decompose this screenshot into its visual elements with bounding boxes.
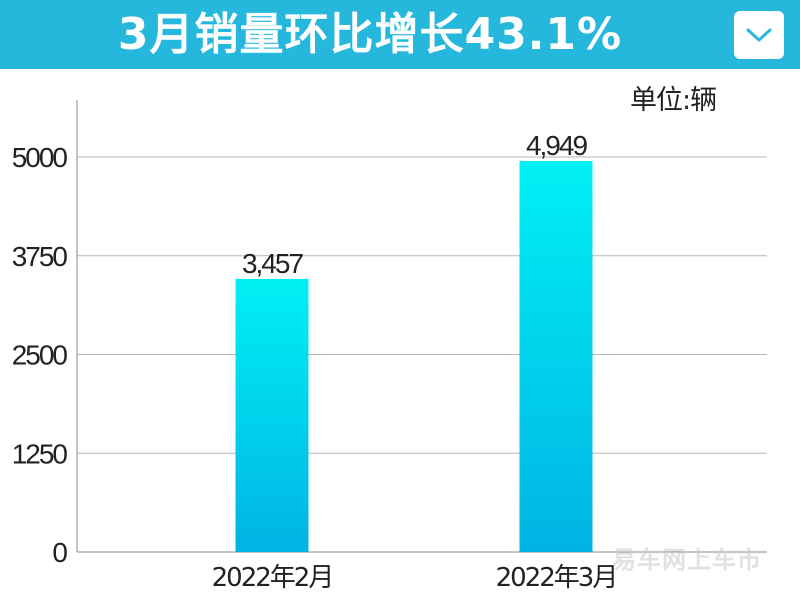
y-tick-label: 5000: [12, 142, 68, 173]
labels: 0 1250 2500 3750 5000 3,457 2022年2月 4,949 2022年3…: [12, 130, 619, 593]
y-tick-label: 1250: [12, 438, 68, 469]
watermark-logo: 易车网上车市: [612, 540, 762, 575]
gridlines: [77, 156, 767, 454]
unit-label: 单位:辆: [630, 85, 717, 116]
bars: [235, 161, 593, 553]
x-category-label: 2022年3月: [496, 563, 617, 593]
y-tick-label: 2500: [12, 340, 68, 371]
axes: [76, 100, 767, 553]
bar: [235, 278, 309, 552]
dropdown-button[interactable]: [734, 11, 784, 59]
bar-value-label: 3,457: [242, 248, 303, 279]
chevron-down-icon: [746, 28, 772, 42]
bar-value-label: 4,949: [526, 130, 587, 161]
y-tick-label: 0: [52, 537, 67, 568]
watermark-text: 易车网上车市: [612, 546, 762, 574]
chart-title: 3月销量环比增长43.1%: [117, 9, 623, 60]
x-category-label: 2022年2月: [212, 563, 333, 593]
bar: [519, 161, 593, 553]
title-bar: 3月销量环比增长43.1%: [0, 0, 800, 69]
y-tick-label: 3750: [12, 241, 68, 272]
